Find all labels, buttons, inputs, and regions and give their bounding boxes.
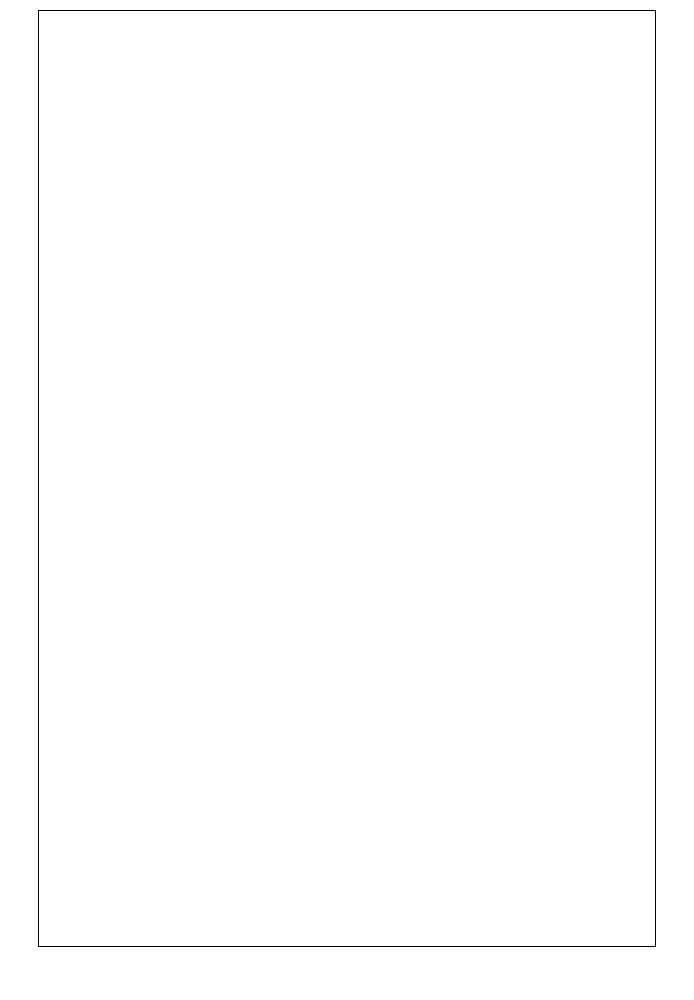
nmr-plot-svg (38, 10, 654, 945)
